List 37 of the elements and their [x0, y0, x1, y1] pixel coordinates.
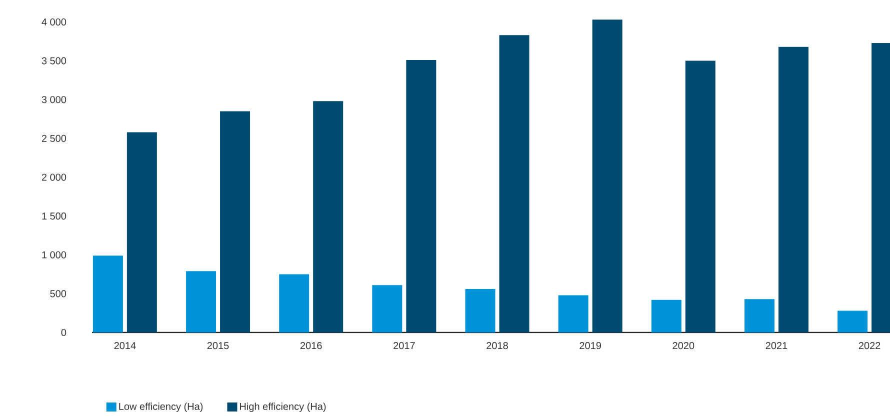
bar [744, 299, 774, 332]
x-tick-label: 2022 [858, 342, 880, 350]
y-tick-label: 2 500 [42, 134, 66, 142]
bar [372, 285, 402, 332]
x-tick-label: 2018 [486, 342, 508, 350]
x-tick-label: 2014 [114, 342, 136, 350]
bar [558, 295, 588, 332]
y-tick-label: 0 [61, 328, 66, 336]
x-tick-label: 2019 [580, 342, 601, 350]
x-tick-label: 2020 [672, 342, 694, 350]
x-tick-label: 2016 [300, 342, 322, 350]
bar [838, 310, 868, 332]
y-tick-label: 1 500 [42, 212, 66, 220]
legend-label: High efficiency (Ha) [240, 402, 326, 412]
y-tick-label: 2 000 [42, 174, 66, 181]
x-tick-label: 2021 [766, 342, 788, 350]
y-tick-label: 4 000 [42, 18, 66, 26]
bar [778, 46, 808, 332]
y-tick-label: 1 000 [42, 251, 66, 258]
bar [279, 274, 310, 332]
bar [92, 256, 123, 332]
y-tick-label: 500 [50, 290, 66, 298]
legend-label: Low efficiency (Ha) [119, 402, 203, 412]
bar [220, 111, 250, 332]
y-tick-label: 3 000 [42, 96, 66, 104]
bar [651, 300, 682, 332]
bar [465, 289, 496, 332]
x-tick-label: 2017 [394, 342, 415, 350]
bar [406, 60, 436, 332]
bar [313, 101, 344, 332]
x-tick-label: 2015 [207, 342, 229, 350]
bar [499, 35, 530, 332]
bar [592, 20, 622, 332]
bar [186, 271, 216, 332]
bar [126, 132, 157, 332]
y-tick-label: 3 500 [42, 57, 66, 64]
bar [685, 60, 716, 332]
